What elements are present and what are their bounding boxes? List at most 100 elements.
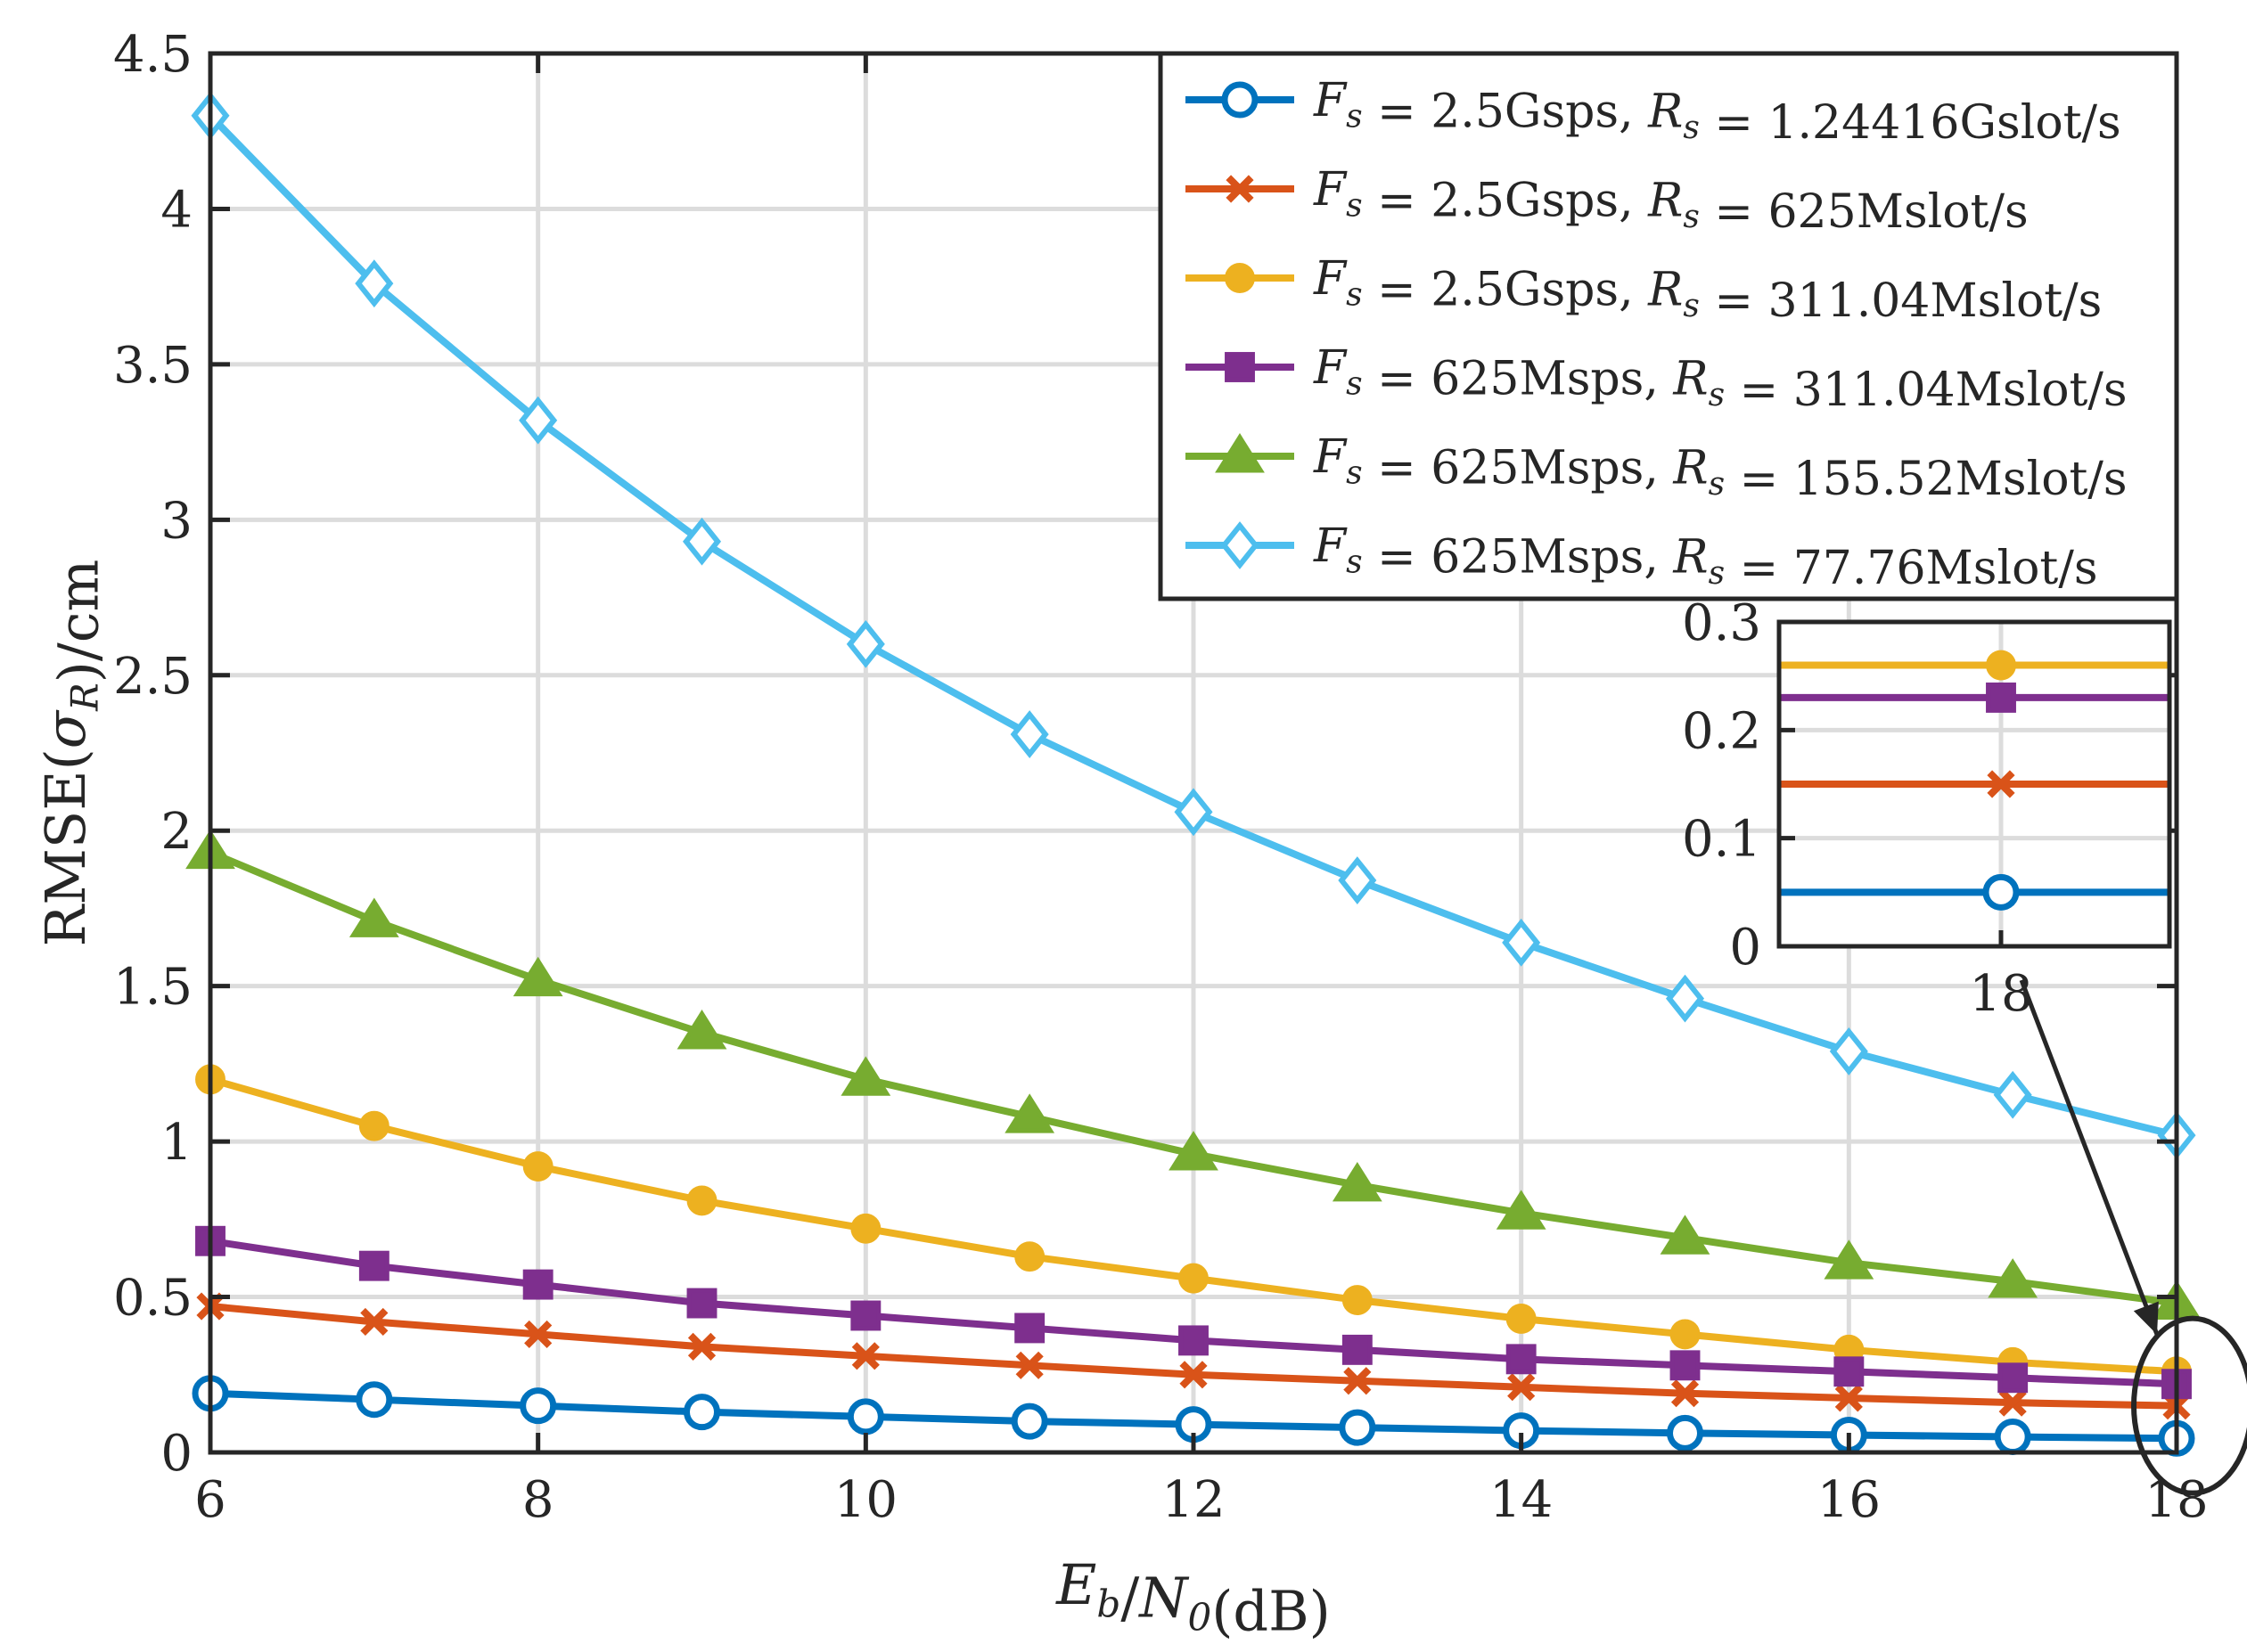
data-point-x-b bbox=[1670, 1379, 1700, 1408]
y-tick-label: 4.5 bbox=[113, 26, 193, 84]
y-tick-label: 2.5 bbox=[113, 648, 193, 706]
data-point-x-b bbox=[524, 1320, 553, 1349]
data-point bbox=[1179, 1361, 1208, 1389]
series-group bbox=[185, 91, 2202, 1457]
data-point-circle bbox=[1982, 873, 2020, 911]
data-point-x-b bbox=[1015, 1351, 1044, 1379]
data-point-triangle bbox=[1005, 1093, 1055, 1133]
x-tick-label: 18 bbox=[2144, 1471, 2208, 1529]
data-point bbox=[349, 897, 399, 937]
data-point-triangle bbox=[1169, 1131, 1218, 1171]
data-point bbox=[519, 396, 558, 445]
data-point bbox=[1010, 710, 1049, 758]
inset-y-tick-label: 0.1 bbox=[1682, 811, 1761, 869]
data-point bbox=[1986, 650, 2016, 681]
data-point bbox=[360, 1307, 389, 1337]
data-point-diamond bbox=[519, 396, 558, 445]
inset-y-tick-label: 0.3 bbox=[1682, 594, 1761, 652]
data-point bbox=[851, 1342, 880, 1370]
x-axis: 6 8 10 12 14 16 18 bbox=[194, 53, 2209, 1529]
data-point bbox=[1014, 1313, 1046, 1344]
legend-item: Fs = 2.5Gsps, Rs = 625Mslot/s bbox=[1185, 163, 2029, 239]
inset-y-tick-label: 0.2 bbox=[1682, 702, 1761, 760]
data-point-x-b bbox=[851, 1342, 880, 1370]
y-tick-label: 2 bbox=[160, 803, 193, 861]
data-point bbox=[850, 1213, 882, 1244]
legend-item: Fs = 625Msps, Rs = 77.76Mslot/s bbox=[1185, 519, 2098, 595]
legend-box bbox=[1158, 51, 2179, 601]
data-point-triangle bbox=[677, 1010, 727, 1050]
data-point-circle bbox=[520, 1387, 557, 1425]
legend-item: Fs = 625Msps, Rs = 155.52Mslot/s bbox=[1185, 430, 2128, 506]
data-point-triangle bbox=[1496, 1190, 1546, 1230]
data-point-triangle bbox=[1824, 1239, 1874, 1280]
data-point bbox=[1507, 1373, 1536, 1402]
data-point-diamond bbox=[682, 517, 722, 566]
data-point bbox=[847, 1398, 884, 1435]
data-point-triangle bbox=[841, 1056, 891, 1096]
data-point-filled-circle bbox=[850, 1213, 882, 1244]
data-point-square bbox=[522, 1269, 554, 1300]
y-tick-label: 3.5 bbox=[113, 337, 193, 395]
data-point bbox=[1660, 1214, 1710, 1255]
data-point bbox=[1221, 81, 1259, 119]
legend-label: Fs = 2.5Gsps, Rs = 311.04Mslot/s bbox=[1313, 252, 2102, 328]
data-point-square bbox=[358, 1250, 390, 1281]
data-point-x-b bbox=[687, 1332, 717, 1361]
zoom-ellipse bbox=[2131, 1315, 2247, 1496]
inset-chart: 0 0.1 0.2 0.3 18 bbox=[1682, 594, 2172, 1023]
legend: Fs = 2.5Gsps, Rs = 1.24416Gslot/s Fs = 2.… bbox=[1158, 51, 2179, 601]
data-point bbox=[841, 1056, 891, 1096]
data-point bbox=[1343, 1367, 1372, 1395]
data-point bbox=[1997, 1362, 2029, 1394]
data-point bbox=[687, 1332, 717, 1361]
data-point bbox=[1505, 1304, 1537, 1334]
data-point-filled-circle bbox=[1669, 1319, 1701, 1350]
data-point bbox=[1169, 1131, 1218, 1171]
data-point bbox=[1988, 1258, 2038, 1298]
data-point-square bbox=[1014, 1313, 1046, 1344]
data-point-square bbox=[1341, 1334, 1373, 1365]
y-tick-label: 4 bbox=[160, 181, 193, 239]
data-point-filled-circle bbox=[358, 1110, 390, 1141]
data-point bbox=[358, 1250, 390, 1281]
legend-item: Fs = 2.5Gsps, Rs = 311.04Mslot/s bbox=[1185, 252, 2102, 328]
data-point bbox=[1015, 1351, 1044, 1379]
data-point bbox=[1505, 1344, 1537, 1375]
x-tick-label: 14 bbox=[1489, 1471, 1553, 1529]
data-point-square bbox=[686, 1288, 718, 1319]
data-point-x-b bbox=[1998, 1388, 2027, 1417]
x-tick-label: 10 bbox=[834, 1471, 898, 1529]
data-point bbox=[1341, 1285, 1373, 1315]
data-point bbox=[1665, 974, 1705, 1023]
data-point bbox=[513, 956, 563, 997]
data-point bbox=[1669, 1319, 1701, 1350]
data-point-filled-circle bbox=[1986, 650, 2016, 681]
data-point-diamond bbox=[1174, 788, 1213, 837]
data-point bbox=[1341, 1334, 1373, 1365]
data-point-triangle bbox=[513, 956, 563, 997]
data-point bbox=[1338, 856, 1377, 904]
data-point-diamond bbox=[1829, 1027, 1868, 1075]
data-point bbox=[682, 517, 722, 566]
data-point-diamond bbox=[355, 259, 394, 308]
data-point bbox=[355, 259, 394, 308]
data-point-filled-circle bbox=[686, 1185, 718, 1216]
data-point bbox=[686, 1288, 718, 1319]
data-point-square bbox=[850, 1300, 882, 1331]
legend-label: Fs = 625Msps, Rs = 155.52Mslot/s bbox=[1313, 430, 2128, 506]
data-point bbox=[1220, 521, 1259, 569]
data-point-x-b bbox=[1507, 1373, 1536, 1402]
data-point bbox=[1225, 352, 1255, 382]
data-point-diamond bbox=[1010, 710, 1049, 758]
inset-y-tick-label: 0 bbox=[1729, 919, 1761, 977]
x-tick-label: 8 bbox=[522, 1471, 554, 1529]
data-point-circle bbox=[1011, 1403, 1048, 1440]
data-point bbox=[1998, 1388, 2027, 1417]
data-point-square bbox=[1833, 1356, 1865, 1387]
data-point bbox=[684, 1394, 720, 1431]
data-point-circle bbox=[1339, 1409, 1376, 1446]
data-point bbox=[1178, 1263, 1209, 1294]
